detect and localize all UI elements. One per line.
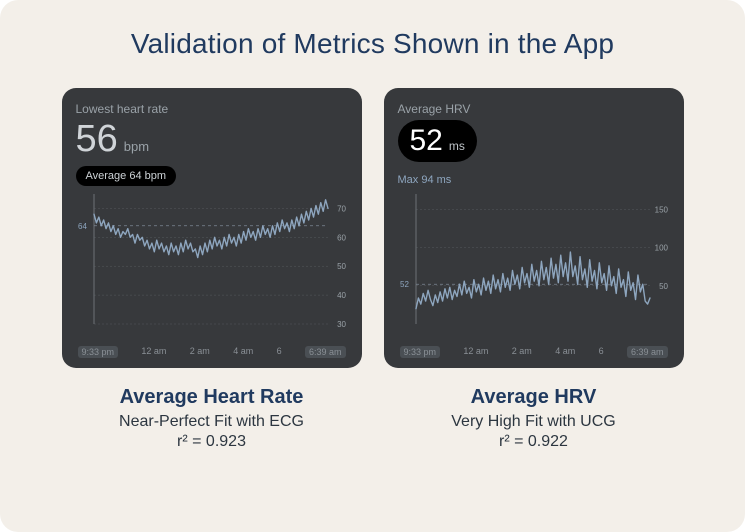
x-tick-label: 9:33 pm: [400, 346, 441, 358]
x-tick-label: 12 am: [141, 346, 166, 358]
hrv-card-label: Average HRV: [398, 102, 670, 116]
x-tick-label: 6: [599, 346, 604, 358]
hr-card-label: Lowest heart rate: [76, 102, 348, 116]
infographic-canvas: Validation of Metrics Shown in the App L…: [0, 0, 745, 532]
x-tick-label: 6: [277, 346, 282, 358]
x-tick-label: 2 am: [512, 346, 532, 358]
hr-caption-sub: Near-Perfect Fit with ECG: [119, 413, 304, 431]
hr-average-badge: Average 64 bpm: [76, 166, 177, 186]
hrv-caption-sub: Very High Fit with UCG: [451, 413, 615, 431]
x-tick-label: 4 am: [555, 346, 575, 358]
hrv-pill-unit: ms: [449, 139, 465, 153]
hr-big-value: 56: [76, 120, 118, 158]
hr-x-ticks: 9:33 pm 12 am 2 am 4 am 6 6:39 am: [76, 346, 348, 358]
svg-text:60: 60: [337, 233, 346, 242]
svg-text:64: 64: [78, 222, 87, 231]
hrv-caption-r2: r² = 0.922: [451, 433, 615, 451]
svg-text:30: 30: [337, 320, 346, 329]
svg-text:52: 52: [400, 280, 409, 289]
svg-text:50: 50: [337, 262, 346, 271]
x-tick-label: 6:39 am: [305, 346, 346, 358]
svg-text:70: 70: [337, 204, 346, 213]
x-tick-label: 4 am: [233, 346, 253, 358]
hrv-caption-title: Average HRV: [451, 386, 615, 409]
svg-text:50: 50: [659, 282, 668, 291]
x-tick-label: 2 am: [190, 346, 210, 358]
hrv-x-ticks: 9:33 pm 12 am 2 am 4 am 6 6:39 am: [398, 346, 670, 358]
hr-caption: Average Heart Rate Near-Perfect Fit with…: [119, 386, 304, 451]
x-tick-label: 9:33 pm: [78, 346, 119, 358]
hrv-pill-value: 52: [410, 126, 443, 156]
hrv-column: Average HRV 52 ms Max 94 ms 50 100 150 52 9…: [384, 88, 684, 451]
svg-text:40: 40: [337, 291, 346, 300]
hr-big-value-row: 56 bpm: [76, 120, 348, 158]
hr-card: Lowest heart rate 56 bpm Average 64 bpm …: [62, 88, 362, 368]
hr-column: Lowest heart rate 56 bpm Average 64 bpm …: [62, 88, 362, 451]
hrv-caption: Average HRV Very High Fit with UCG r² = …: [451, 386, 615, 451]
svg-text:150: 150: [654, 205, 668, 214]
hr-chart: 30 40 50 60 70 64 9:33 pm 12 am 2 am 4 am 6 6:39 a…: [76, 190, 348, 358]
x-tick-label: 12 am: [463, 346, 488, 358]
x-tick-label: 6:39 am: [627, 346, 668, 358]
hrv-chart: 50 100 150 52 9:33 pm 12 am 2 am 4 am 6 6:39 am: [398, 190, 670, 358]
hrv-card: Average HRV 52 ms Max 94 ms 50 100 150 52 9…: [384, 88, 684, 368]
hr-caption-r2: r² = 0.923: [119, 433, 304, 451]
page-title: Validation of Metrics Shown in the App: [50, 28, 695, 60]
cards-row: Lowest heart rate 56 bpm Average 64 bpm …: [50, 88, 695, 451]
hrv-value-pill: 52 ms: [398, 120, 477, 162]
hr-caption-title: Average Heart Rate: [119, 386, 304, 409]
hr-big-unit: bpm: [124, 139, 149, 154]
hrv-sub-label: Max 94 ms: [398, 174, 670, 186]
svg-text:100: 100: [654, 244, 668, 253]
hrv-pill-row: 52 ms: [398, 120, 670, 162]
